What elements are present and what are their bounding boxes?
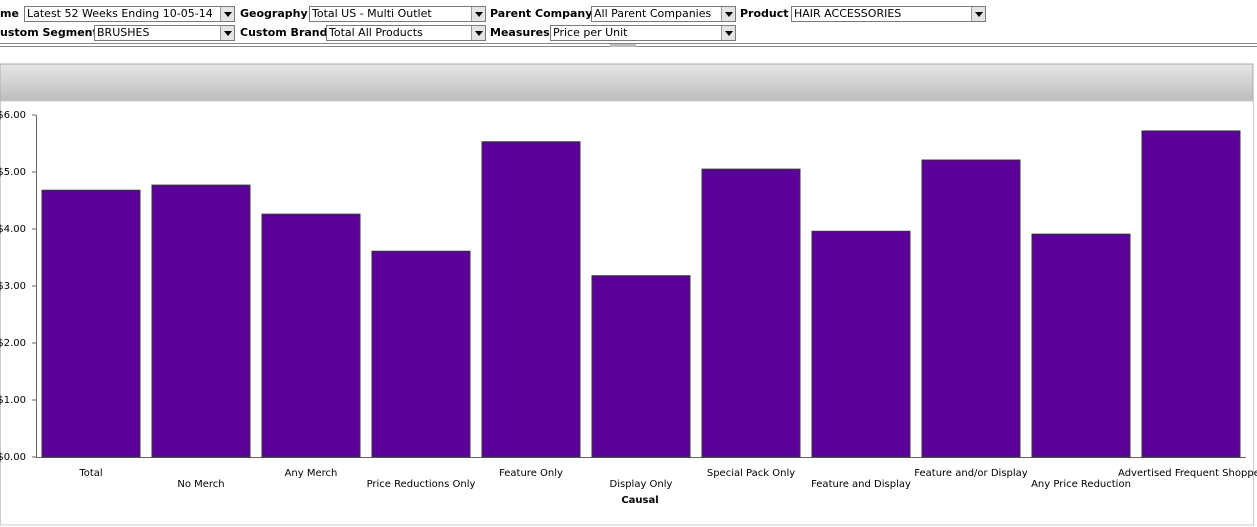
bar <box>921 159 1021 458</box>
bar <box>1031 233 1131 458</box>
filter-select[interactable]: Total US - Multi Outlet <box>309 6 486 22</box>
panel-header <box>0 63 1254 102</box>
filter-value: Price per Unit <box>553 26 628 39</box>
x-tick-label: Advertised Frequent Shopper <box>1118 468 1257 479</box>
filter-value: Latest 52 Weeks Ending 10-05-14 <box>27 7 213 20</box>
bar <box>811 230 911 458</box>
y-tick-label: $5.00 <box>0 167 26 178</box>
y-tick-label: $1.00 <box>0 395 26 406</box>
filter-label: Geography <box>240 7 308 20</box>
bar <box>701 168 801 458</box>
filter-select[interactable]: HAIR ACCESSORIES <box>791 6 986 22</box>
filter-label: me <box>0 7 19 20</box>
filter-select[interactable]: Total All Products <box>326 25 486 41</box>
filter-value: BRUSHES <box>97 26 150 39</box>
bar <box>481 141 581 458</box>
filter-select[interactable]: All Parent Companies <box>591 6 736 22</box>
filter-label: Parent Company <box>490 7 593 20</box>
x-tick-label: Feature and/or Display <box>914 468 1028 479</box>
x-tick-label: Total <box>78 468 102 479</box>
dropdown-arrow[interactable] <box>220 7 234 21</box>
y-tick-label: $3.00 <box>0 281 26 292</box>
dropdown-arrow[interactable] <box>220 26 234 40</box>
y-tick-label: $6.00 <box>0 110 26 121</box>
dropdown-arrow[interactable] <box>471 7 485 21</box>
x-tick-label: Any Price Reduction <box>1031 479 1131 490</box>
y-tick-label: $2.00 <box>0 338 26 349</box>
filter-label: ustom Segment <box>0 26 98 39</box>
bar <box>1141 130 1241 458</box>
y-tick-label: $0.00 <box>0 452 26 463</box>
filter-select[interactable]: BRUSHES <box>94 25 235 41</box>
x-tick-label: Special Pack Only <box>707 468 795 479</box>
filter-value: HAIR ACCESSORIES <box>794 7 902 20</box>
splitter-grip[interactable] <box>610 44 636 47</box>
x-tick-label: Any Merch <box>285 468 338 479</box>
x-tick-label: Display Only <box>610 479 673 490</box>
bar <box>261 213 361 458</box>
x-tick-label: No Merch <box>177 479 224 490</box>
filter-label: Product <box>740 7 789 20</box>
bar <box>371 250 471 458</box>
dropdown-arrow[interactable] <box>471 26 485 40</box>
bar <box>151 184 251 458</box>
bar <box>41 189 141 458</box>
dropdown-arrow[interactable] <box>721 26 735 40</box>
filter-label: Custom Brand <box>240 26 328 39</box>
x-tick-label: Price Reductions Only <box>367 479 476 490</box>
dropdown-arrow[interactable] <box>721 7 735 21</box>
x-axis-title: Causal <box>621 495 658 506</box>
filter-value: All Parent Companies <box>594 7 712 20</box>
y-tick-label: $4.00 <box>0 224 26 235</box>
x-tick-label: Feature Only <box>499 468 563 479</box>
x-tick-label: Feature and Display <box>811 479 911 490</box>
bar <box>591 275 691 458</box>
filter-label: Measures <box>490 26 550 39</box>
filter-select[interactable]: Latest 52 Weeks Ending 10-05-14 <box>24 6 235 22</box>
dropdown-arrow[interactable] <box>971 7 985 21</box>
filter-select[interactable]: Price per Unit <box>550 25 736 41</box>
filter-value: Total All Products <box>329 26 423 39</box>
filter-value: Total US - Multi Outlet <box>312 7 432 20</box>
